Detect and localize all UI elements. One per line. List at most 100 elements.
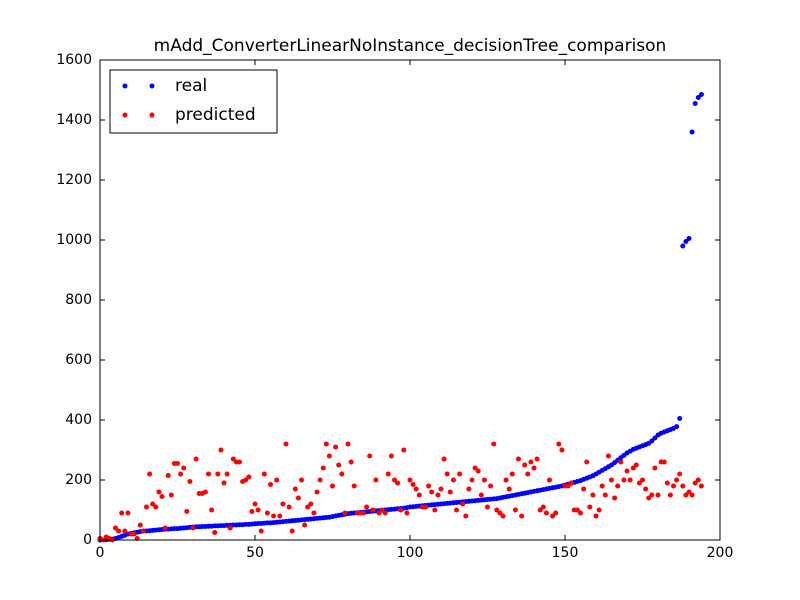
data-point [547, 477, 552, 483]
data-point [140, 528, 146, 534]
y-tick-label: 0 [83, 532, 92, 548]
data-point [413, 486, 419, 492]
data-point [426, 483, 432, 489]
data-point [698, 92, 704, 97]
data-point [624, 468, 630, 474]
data-point [550, 513, 556, 519]
data-point [447, 489, 453, 495]
legend-marker [149, 83, 155, 89]
data-point [342, 510, 348, 516]
data-point [481, 477, 487, 483]
data-point [497, 510, 503, 516]
data-point [652, 435, 658, 441]
data-point [605, 453, 611, 459]
data-point [692, 480, 698, 486]
data-point [382, 510, 388, 516]
data-point [187, 479, 193, 484]
data-point [469, 477, 475, 483]
data-point [655, 492, 661, 498]
x-tick-label: 0 [96, 545, 105, 561]
data-point [630, 465, 636, 471]
data-point [683, 492, 689, 498]
data-point [122, 528, 128, 534]
data-point [649, 438, 655, 444]
data-point [491, 441, 497, 447]
data-point [367, 453, 373, 459]
data-point [137, 522, 143, 528]
data-point [283, 441, 289, 447]
data-point [401, 447, 407, 453]
data-point [215, 471, 221, 477]
data-point [553, 510, 559, 516]
data-point [202, 489, 208, 495]
data-point [463, 513, 469, 519]
data-point [615, 483, 621, 489]
data-point [674, 424, 680, 430]
data-point [677, 416, 683, 421]
data-point [302, 522, 308, 528]
data-point [361, 510, 366, 516]
data-point [175, 461, 180, 466]
data-point [286, 504, 292, 510]
data-point [339, 471, 345, 477]
data-point [388, 453, 394, 459]
y-tick-label: 600 [65, 352, 92, 368]
data-point [212, 530, 218, 535]
data-point [113, 525, 118, 531]
data-point [289, 528, 295, 534]
data-point [509, 471, 515, 477]
data-point [674, 477, 680, 483]
data-point [584, 459, 590, 465]
data-point [574, 507, 580, 513]
data-point [593, 513, 599, 519]
data-point [494, 507, 500, 513]
data-point [333, 444, 339, 450]
data-point [472, 465, 478, 471]
data-point [429, 489, 435, 495]
data-point [683, 239, 689, 244]
data-point [392, 477, 397, 483]
data-point [581, 486, 587, 492]
data-point [602, 492, 608, 498]
data-point [488, 483, 494, 489]
data-point [258, 528, 264, 534]
data-point [305, 504, 311, 510]
data-point [168, 492, 174, 498]
data-point [364, 504, 370, 510]
x-tick-label: 100 [397, 545, 424, 561]
legend-marker [149, 112, 155, 118]
data-point [528, 459, 534, 465]
data-point [460, 501, 466, 507]
data-point [519, 513, 525, 519]
y-tick-label: 800 [65, 292, 92, 308]
data-point [590, 492, 596, 498]
data-point [292, 486, 298, 492]
data-point [326, 453, 332, 459]
data-point [295, 495, 301, 501]
data-point [441, 456, 447, 462]
data-point [376, 510, 382, 516]
data-point [261, 471, 267, 477]
data-point [178, 471, 184, 477]
data-point [664, 480, 670, 486]
data-point [190, 525, 196, 531]
data-point [649, 492, 655, 498]
data-point [277, 513, 283, 519]
data-point [423, 504, 428, 510]
data-point [559, 447, 565, 453]
data-point [209, 507, 215, 513]
legend-label: predicted [175, 105, 256, 125]
data-point [153, 504, 159, 510]
data-point [500, 513, 506, 519]
data-point [345, 441, 351, 447]
data-point [398, 507, 404, 513]
data-point [271, 513, 277, 519]
y-tick-label: 1000 [56, 232, 92, 248]
data-point [156, 489, 162, 495]
y-tick-label: 400 [65, 412, 92, 428]
data-point [618, 459, 624, 465]
legend-label: real [175, 76, 207, 96]
data-point [249, 509, 255, 514]
legend-marker [122, 83, 128, 89]
